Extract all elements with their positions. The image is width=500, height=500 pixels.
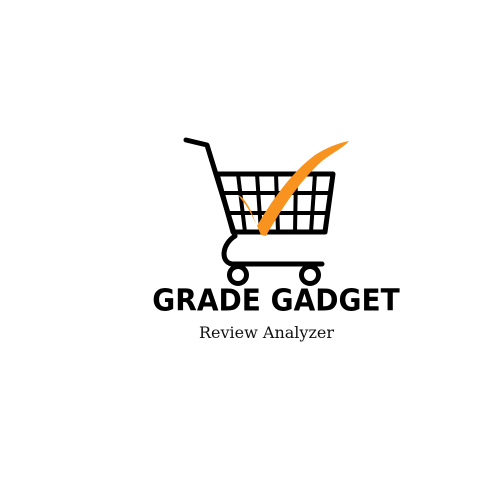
cart-wheel-left xyxy=(227,264,249,286)
cart-wheel-right xyxy=(299,264,321,286)
tagline: Review Analyzer xyxy=(198,323,335,342)
brand-name: GRADE GADGET xyxy=(152,282,400,319)
cart-frame xyxy=(221,233,325,267)
checkmark-icon xyxy=(238,141,349,236)
